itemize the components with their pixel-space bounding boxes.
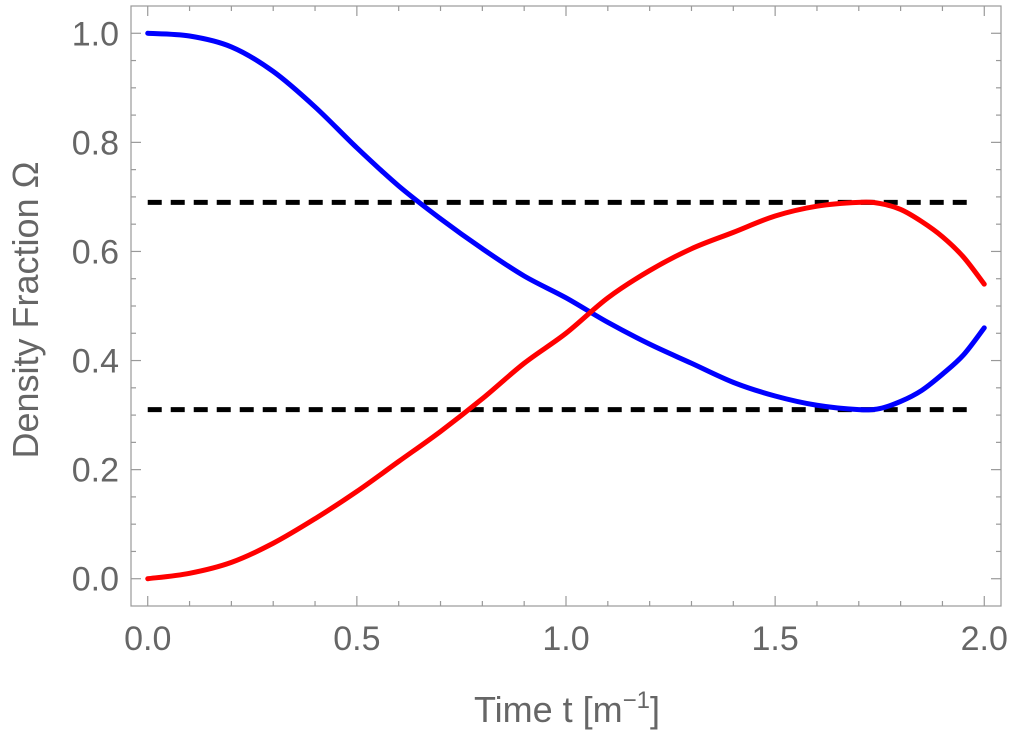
x-axis-title-exponent: −1 (623, 687, 650, 714)
plot-frame (130, 5, 1002, 607)
x-tick-label: 1.5 (752, 620, 799, 658)
axis-ticks (131, 6, 1001, 606)
y-tick-label: 0.4 (72, 343, 119, 381)
x-axis-title-close: ] (650, 689, 660, 730)
y-tick-label: 0.2 (72, 452, 119, 490)
y-tick-label: 0.6 (72, 233, 119, 271)
series-lines (145, 30, 987, 582)
y-tick-label: 1.0 (72, 15, 119, 53)
x-axis-title: Time t [m−1] (474, 687, 660, 730)
x-tick-label: 0.0 (124, 620, 171, 658)
y-tick-label: 0.8 (72, 124, 119, 162)
x-axis-title-main: Time t [m (474, 689, 623, 730)
y-tick-label: 0.0 (72, 561, 119, 599)
series-line-2 (145, 199, 987, 582)
x-tick-label: 2.0 (961, 620, 1008, 658)
y-axis-title: Density Fraction Ω (5, 162, 46, 459)
y-tick-labels: 0.0 0.2 0.4 0.6 0.8 1.0 (72, 15, 119, 598)
x-tick-labels: 0.0 0.5 1.0 1.5 2.0 (124, 620, 1008, 658)
reference-lines (147, 199, 975, 413)
series-line-1 (145, 30, 987, 413)
x-tick-label: 1.0 (542, 620, 589, 658)
x-tick-label: 0.5 (333, 620, 380, 658)
